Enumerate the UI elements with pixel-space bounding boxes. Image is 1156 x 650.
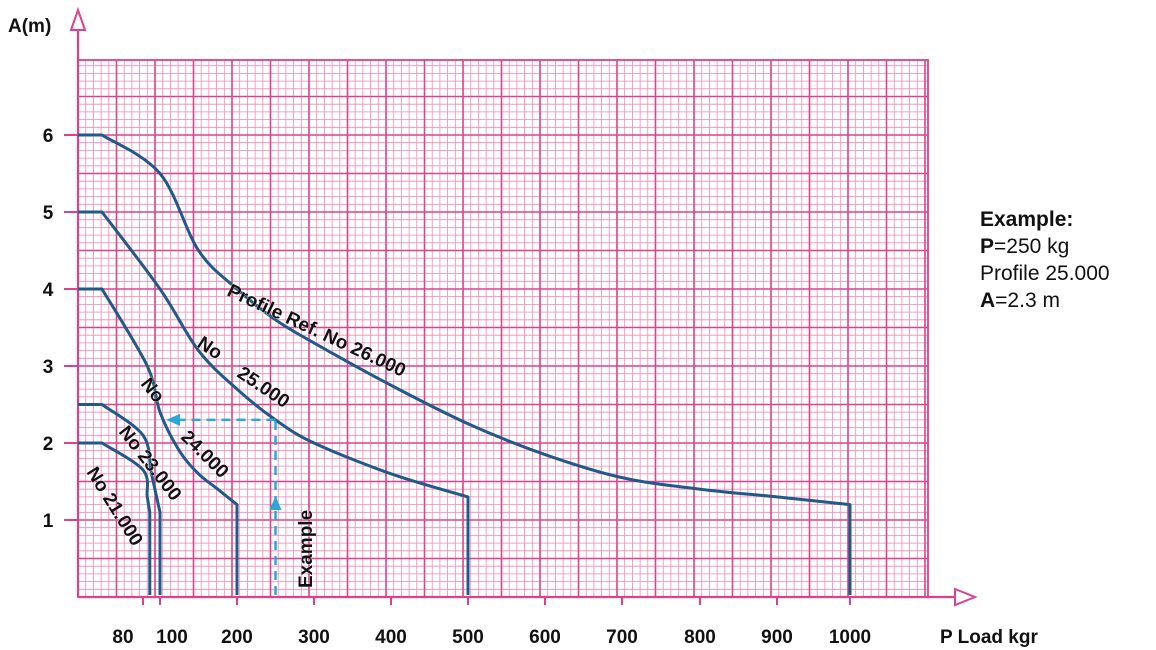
y-tick-label: 1 — [43, 511, 54, 532]
example-label: Example — [296, 510, 317, 588]
series-curve — [78, 441, 152, 595]
x-tick-label: 200 — [221, 627, 253, 648]
grid-minor — [78, 60, 928, 597]
example-heading: Example: — [980, 208, 1074, 231]
example-a-line: A=2.3 m — [980, 287, 1110, 314]
x-tick-label: 600 — [529, 627, 561, 648]
x-tick-label: 400 — [375, 627, 407, 648]
x-tick-label: 300 — [298, 627, 330, 648]
x-tick-label: 80 — [112, 627, 133, 648]
y-tick-label: 3 — [43, 357, 54, 378]
curve-label: No 23.000 — [114, 422, 185, 505]
example-a-label: A — [980, 289, 996, 312]
y-tick-label: 4 — [43, 280, 54, 301]
example-note: Example: P=250 kg Profile 25.000 A=2.3 m — [980, 206, 1110, 314]
example-p-value: =250 kg — [994, 235, 1070, 258]
x-ticks: 80 100 200 300 400 500 600 700 800 900 1000 — [112, 597, 871, 648]
curve-label: No — [136, 374, 168, 407]
x-tick-label: 700 — [606, 627, 638, 648]
grid-major — [77, 59, 929, 598]
x-tick-label: 800 — [684, 627, 716, 648]
series-curve — [78, 403, 162, 595]
example-p-line: P=250 kg — [980, 233, 1110, 260]
curves — [78, 133, 852, 595]
y-tick-label: 2 — [43, 434, 54, 455]
axes — [69, 6, 978, 607]
x-tick-label: 500 — [452, 627, 484, 648]
y-tick-label: 5 — [43, 203, 54, 224]
example-a-value: =2.3 m — [995, 289, 1060, 312]
series-curve — [78, 133, 852, 595]
series-curve — [78, 287, 239, 595]
example-p-label: P — [980, 235, 995, 258]
curve-label: No — [193, 333, 226, 365]
y-ticks: 1 2 3 4 5 6 — [43, 126, 78, 532]
y-tick-label: 6 — [43, 126, 54, 147]
y-axis-arrow — [69, 6, 87, 31]
x-tick-label: 900 — [761, 627, 793, 648]
curve-label: No 21.000 — [82, 464, 147, 550]
x-axis-arrow — [954, 587, 978, 607]
y-axis-title: A(m) — [8, 16, 51, 37]
example-arrow-left — [166, 413, 180, 426]
plot-frame — [77, 59, 929, 598]
example-marker: Example — [166, 413, 317, 595]
x-axis-title: P Load kgr — [940, 627, 1038, 648]
example-profile: Profile 25.000 — [980, 262, 1110, 285]
series-curve — [78, 210, 470, 595]
x-tick-label: 1000 — [829, 627, 871, 648]
example-arrow-up — [269, 496, 282, 510]
x-tick-label: 100 — [156, 627, 188, 648]
